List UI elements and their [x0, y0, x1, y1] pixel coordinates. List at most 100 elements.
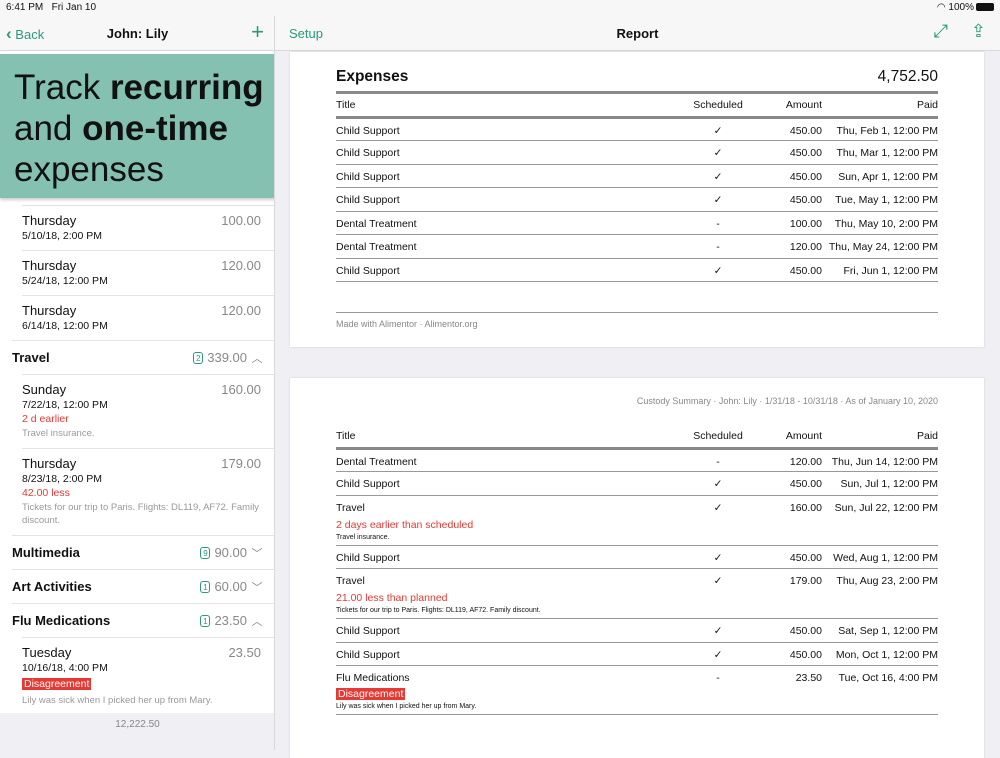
table-row: Child Support ✓ 450.00 Mon, Oct 1, 12:00 PM — [336, 642, 938, 666]
disagreement-tag: Disagreement — [336, 688, 406, 700]
section-total: 339.00 — [207, 350, 247, 365]
count-badge: 9 — [200, 546, 211, 559]
list-item[interactable]: Thursday 5/10/18, 2:00 PM 100.00 — [22, 205, 274, 250]
table-row: Dental Treatment -100.00 Thu, May 10, 2:00… — [336, 211, 938, 235]
item-amount: 120.00 — [221, 303, 261, 318]
banner-text: expenses — [14, 150, 164, 189]
promo-banner: Track recurring and one-time expenses — [0, 54, 274, 198]
row-note: Tickets for our trip to Paris. Flights: … — [336, 607, 541, 614]
item-day: Thursday — [22, 456, 77, 471]
table-row: Child Support ✓ 450.00 Sat, Sep 1, 12:00 PM — [336, 618, 938, 643]
title-cell: Flu Medications Disagreement Lily was sick… — [336, 665, 688, 715]
row-title: Flu Medications — [336, 672, 410, 684]
item-note: Tickets for our trip to Paris. Flights: … — [22, 502, 260, 526]
scheduled-cell: ✓ — [688, 642, 748, 666]
column-header: Title — [336, 425, 688, 450]
row-note: Lily was sick when I picked her up from … — [336, 703, 477, 710]
title-cell: Travel 2 days earlier than scheduled Trave… — [336, 495, 688, 546]
item-amount: 120.00 — [221, 258, 261, 273]
item-day: Thursday — [22, 303, 77, 318]
column-header: Title — [336, 94, 688, 119]
list-item[interactable]: Thursday 6/14/18, 12:00 PM 120.00 — [22, 295, 274, 340]
scheduled-cell: ✓ — [688, 618, 748, 643]
scheduled-cell: ✓ — [688, 258, 748, 282]
back-button[interactable]: ‹ Back — [6, 24, 44, 44]
amount-cell: 100.00 — [748, 211, 822, 235]
chevron-down-icon: ﹀ — [251, 581, 263, 594]
table-row: Child Support ✓ 450.00 Thu, Mar 1, 12:00 PM — [336, 140, 938, 165]
list-item[interactable]: Tuesday 10/16/18, 4:00 PM 23.50 Disagreemen… — [22, 637, 274, 715]
count-badge: 1 — [200, 614, 211, 627]
chevron-down-icon: ﹀ — [251, 547, 263, 560]
scheduled-cell: ✓ — [688, 117, 748, 141]
column-header: Paid — [822, 94, 938, 119]
setup-button[interactable]: Setup — [289, 26, 323, 41]
row-title: Dental Treatment — [336, 217, 417, 230]
section-header[interactable]: Travel 2 339.00 ︿ — [12, 340, 274, 374]
paid-cell: Thu, Feb 1, 12:00 PM — [822, 117, 938, 141]
report-footer: Made with Alimentor · Alimentor.org — [336, 312, 938, 329]
amount-cell: 450.00 — [748, 164, 822, 188]
section-summary: 1 23.50 ︿ — [200, 613, 263, 629]
grand-total: 12,222.50 — [115, 719, 160, 730]
paid-cell: Tue, Oct 16, 4:00 PM — [822, 665, 938, 715]
banner-text: and — [14, 109, 83, 148]
amount-cell: 450.00 — [748, 618, 822, 643]
row-title: Dental Treatment — [336, 241, 417, 253]
column-header: Amount — [748, 425, 822, 450]
count-badge: 2 — [193, 351, 204, 364]
amount-cell: 179.00 — [748, 568, 822, 619]
item-date: 7/22/18, 12:00 PM — [22, 399, 108, 411]
table-row: Child Support ✓ 450.00 Thu, Feb 1, 12:00 PM — [336, 117, 938, 141]
add-button[interactable]: + — [251, 19, 264, 44]
expenses-header: Expenses 4,752.50 — [336, 52, 938, 91]
item-day: Tuesday — [22, 645, 72, 660]
list-footer: 12,222.50 — [0, 713, 274, 750]
paid-cell: Wed, Aug 1, 12:00 PM — [822, 545, 938, 569]
section-header[interactable]: Multimedia 9 90.00 ﹀ — [12, 535, 274, 569]
scheduled-cell: - — [688, 448, 748, 472]
expense-list-panel: Track recurring and one-time expenses Th… — [0, 51, 275, 750]
amount-cell: 450.00 — [748, 187, 822, 212]
item-warning: 2 d earlier — [22, 413, 69, 425]
scheduled-cell: ✓ — [688, 545, 748, 569]
list-item[interactable]: Thursday 8/23/18, 2:00 PM 179.00 42.00 less… — [22, 448, 274, 535]
title-cell: Child Support — [336, 164, 688, 188]
chevron-left-icon: ‹ — [6, 24, 12, 43]
paid-cell: Sun, Jul 22, 12:00 PM — [822, 495, 938, 546]
report-page-1: Expenses 4,752.50 Title Scheduled Amount Pa… — [290, 52, 984, 347]
section-header[interactable]: Flu Medications 1 23.50 ︿ — [12, 603, 274, 637]
table-row: Child Support ✓ 450.00 Sun, Jul 1, 12:00 PM — [336, 471, 938, 496]
item-amount: 160.00 — [221, 382, 261, 397]
paid-cell: Sat, Sep 1, 12:00 PM — [822, 618, 938, 643]
title-cell: Child Support — [336, 471, 688, 496]
row-title: Child Support — [336, 147, 400, 159]
title-cell: Dental Treatment — [336, 234, 688, 259]
list-item[interactable]: Sunday 7/22/18, 12:00 PM 160.00 2 d earlier… — [22, 374, 274, 448]
title-cell: Child Support — [336, 545, 688, 569]
section-header[interactable]: Art Activities 1 60.00 ﹀ — [12, 569, 274, 603]
section-title: Flu Medications — [12, 613, 111, 628]
row-title: Child Support — [336, 551, 400, 564]
section-title: Travel — [12, 350, 50, 365]
amount-cell: 450.00 — [748, 642, 822, 666]
amount-cell: 450.00 — [748, 545, 822, 569]
scheduled-cell: - — [688, 234, 748, 259]
report-title: Report — [616, 26, 659, 41]
expand-icon[interactable]: ⤢ — [933, 21, 948, 41]
item-day: Thursday — [22, 213, 77, 228]
item-note: Travel insurance. — [22, 428, 95, 439]
row-title: Child Support — [336, 170, 400, 183]
item-warning: 42.00 less — [22, 487, 70, 499]
battery-icon — [976, 3, 994, 12]
item-amount: 23.50 — [228, 645, 261, 660]
list-item[interactable]: Thursday 5/24/18, 12:00 PM 120.00 — [22, 250, 274, 295]
item-date: 5/10/18, 2:00 PM — [22, 230, 102, 242]
share-icon[interactable]: ⇪ — [970, 21, 986, 41]
title-cell: Child Support — [336, 642, 688, 666]
title-cell: Child Support — [336, 140, 688, 165]
row-title: Travel — [336, 575, 365, 587]
item-date: 10/16/18, 4:00 PM — [22, 662, 108, 674]
report-page-2: Custody Summary · John: Lily · 1/31/18 -… — [290, 378, 984, 758]
item-note: Lily was sick when I picked her up from … — [22, 695, 213, 706]
